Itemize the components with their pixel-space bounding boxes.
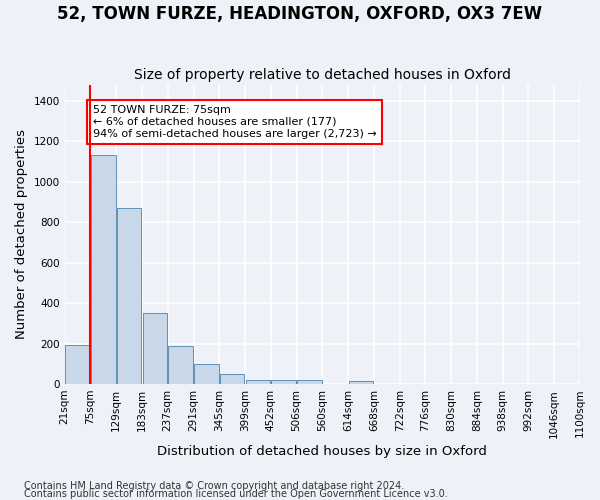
Bar [271,380,296,384]
X-axis label: Distribution of detached houses by size in Oxford: Distribution of detached houses by size … [157,444,487,458]
Bar [143,313,167,384]
Bar [349,381,373,384]
Text: 52, TOWN FURZE, HEADINGTON, OXFORD, OX3 7EW: 52, TOWN FURZE, HEADINGTON, OXFORD, OX3 … [58,5,542,23]
Bar [117,208,142,384]
Y-axis label: Number of detached properties: Number of detached properties [15,130,28,340]
Title: Size of property relative to detached houses in Oxford: Size of property relative to detached ho… [134,68,511,82]
Bar [220,374,244,384]
Text: 52 TOWN FURZE: 75sqm
← 6% of detached houses are smaller (177)
94% of semi-detac: 52 TOWN FURZE: 75sqm ← 6% of detached ho… [93,106,377,138]
Bar [91,156,116,384]
Bar [169,346,193,384]
Bar [297,380,322,384]
Text: Contains HM Land Registry data © Crown copyright and database right 2024.: Contains HM Land Registry data © Crown c… [24,481,404,491]
Bar [245,380,270,384]
Bar [65,344,90,384]
Text: Contains public sector information licensed under the Open Government Licence v3: Contains public sector information licen… [24,489,448,499]
Bar [194,364,218,384]
